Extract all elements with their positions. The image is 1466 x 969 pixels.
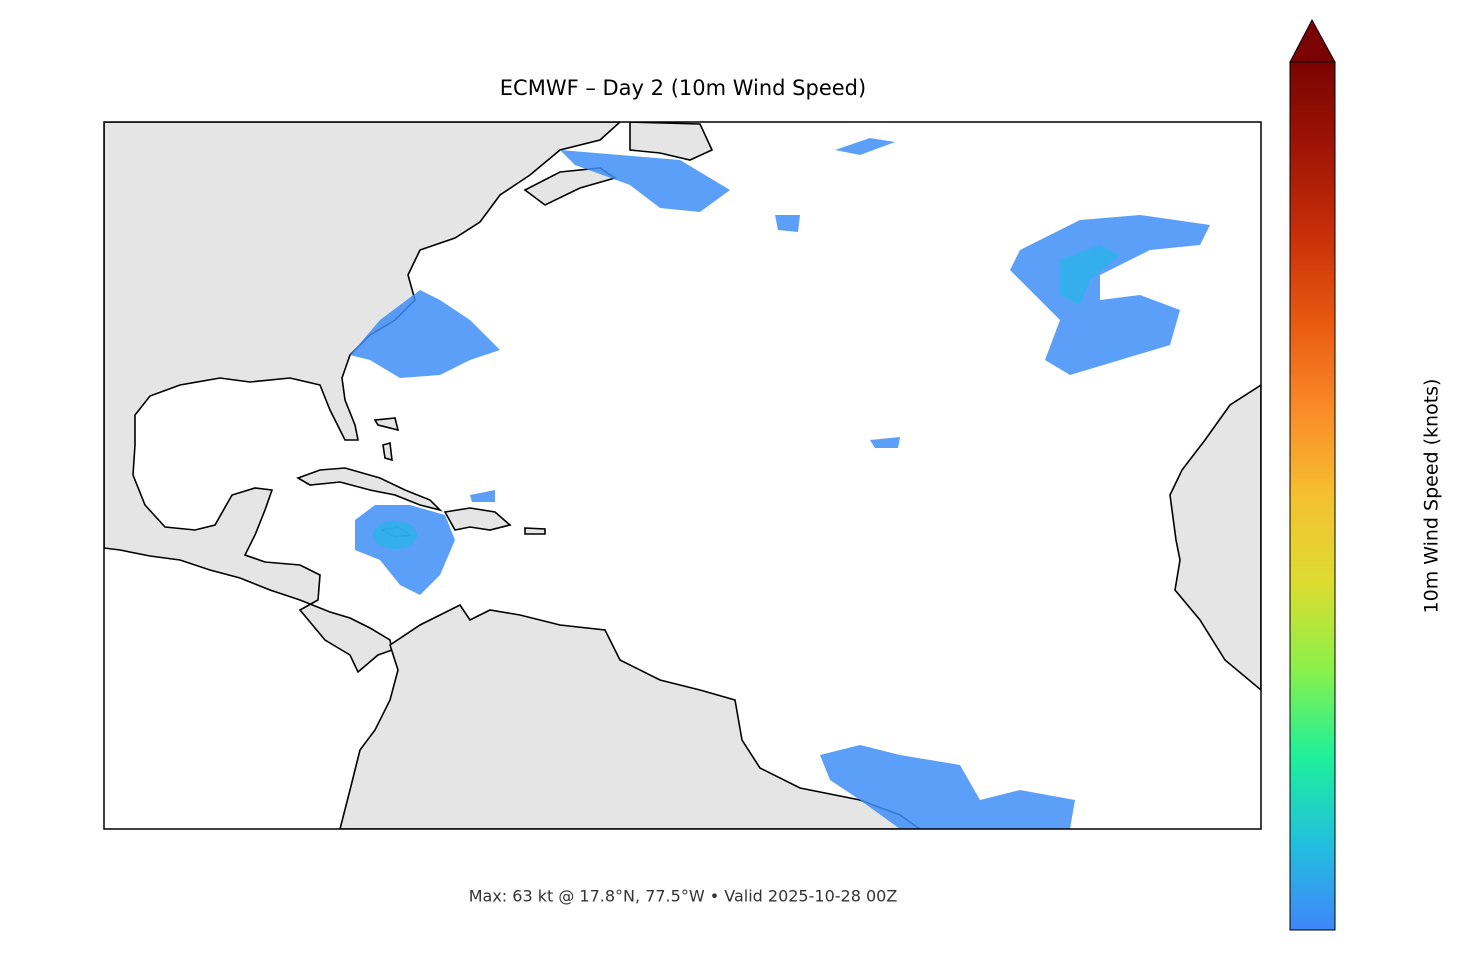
- colorbar: 10m Wind Speed (knots): [1289, 18, 1443, 931]
- colorbar-label: 10m Wind Speed (knots): [1421, 379, 1443, 614]
- puerto-rico: [524, 527, 546, 535]
- colorbar-extend: [1289, 18, 1336, 63]
- footer: Max: 63 kt @ 17.8°N, 77.5°W • Valid 2025…: [469, 887, 898, 906]
- hispaniola: [443, 507, 512, 531]
- map-frame: [103, 121, 1262, 830]
- bahamas: [373, 417, 400, 462]
- south-america: [339, 603, 922, 829]
- map-area: [104, 122, 1261, 829]
- cuba: [296, 467, 443, 512]
- colorbar-bar: [1289, 61, 1336, 931]
- africa: [1169, 384, 1261, 692]
- newfoundland: [629, 122, 714, 161]
- title: ECMWF – Day 2 (10m Wind Speed): [500, 76, 866, 100]
- wind-field: [350, 138, 1210, 829]
